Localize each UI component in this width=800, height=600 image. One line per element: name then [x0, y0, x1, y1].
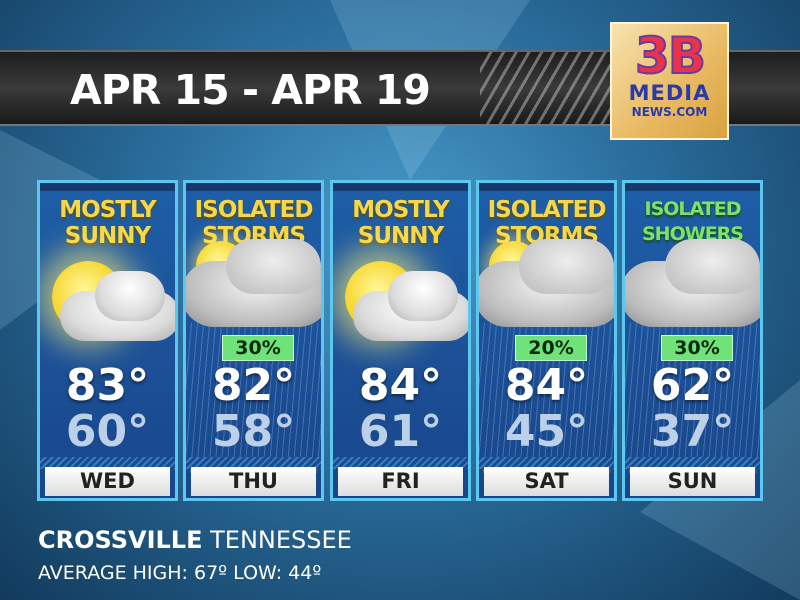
forecast-card-sun: ISOLATED SHOWERS 30% 62° 37° SUN: [622, 180, 763, 501]
logo: 3B MEDIA NEWS.COM: [610, 22, 729, 140]
precip-chance-badge: 20%: [515, 335, 587, 361]
hatch-divider: [333, 457, 468, 469]
card-top-bar: [40, 183, 175, 191]
condition-line-1: ISOLATED: [487, 197, 607, 223]
condition-line-2: SUNNY: [64, 223, 151, 249]
precip-chance-badge: 30%: [222, 335, 294, 361]
card-top-bar: [333, 183, 468, 191]
logo-media: MEDIA: [628, 81, 711, 105]
logo-mark: 3B: [634, 27, 707, 85]
low-temp: 61°: [358, 406, 443, 457]
condition-line-1: ISOLATED: [644, 198, 742, 220]
city-name: CROSSVILLE: [38, 526, 203, 554]
header-stripes: [480, 52, 620, 124]
card-top-bar: [186, 183, 321, 191]
forecast-card-sat: ISOLATED STORMS 20% 84° 45° SAT: [476, 180, 617, 501]
card-top-bar: [625, 183, 760, 191]
average-temps: AVERAGE HIGH: 67º LOW: 44º: [38, 562, 322, 584]
low-temp: 37°: [650, 406, 735, 457]
card-top-bar: [479, 183, 614, 191]
high-temp: 84°: [358, 360, 443, 411]
condition-line-1: MOSTLY: [352, 197, 449, 223]
day-label: SUN: [630, 467, 755, 496]
condition-label: MOSTLY SUNNY: [40, 197, 175, 249]
high-temp: 84°: [504, 360, 589, 411]
high-temp: 82°: [211, 360, 296, 411]
high-temp: 83°: [65, 360, 150, 411]
condition-line-2: SUNNY: [357, 223, 444, 249]
page-title: APR 15 - APR 19: [70, 66, 431, 114]
low-temp: 58°: [211, 406, 296, 457]
logo-news: NEWS.COM: [631, 105, 708, 119]
forecast-card-fri: MOSTLY SUNNY 84° 61° FRI: [330, 180, 471, 501]
forecast-card-thu: ISOLATED STORMS 30% 82° 58° THU: [183, 180, 324, 501]
condition-label: MOSTLY SUNNY: [333, 197, 468, 249]
day-label: SAT: [484, 467, 609, 496]
state-name: TENNESSEE: [210, 526, 352, 554]
day-label: FRI: [338, 467, 463, 496]
hatch-divider: [40, 457, 175, 469]
condition-line-1: ISOLATED: [194, 197, 314, 223]
precip-chance-badge: 30%: [661, 335, 733, 361]
low-temp: 60°: [65, 406, 150, 457]
high-temp: 62°: [650, 360, 735, 411]
low-temp: 45°: [504, 406, 589, 457]
forecast-card-wed: MOSTLY SUNNY 83° 60° WED: [37, 180, 178, 501]
hatch-divider: [479, 457, 614, 469]
hatch-divider: [186, 457, 321, 469]
day-label: THU: [191, 467, 316, 496]
day-label: WED: [45, 467, 170, 496]
location: CROSSVILLE TENNESSEE: [38, 526, 352, 554]
hatch-divider: [625, 457, 760, 469]
condition-line-1: MOSTLY: [59, 197, 156, 223]
